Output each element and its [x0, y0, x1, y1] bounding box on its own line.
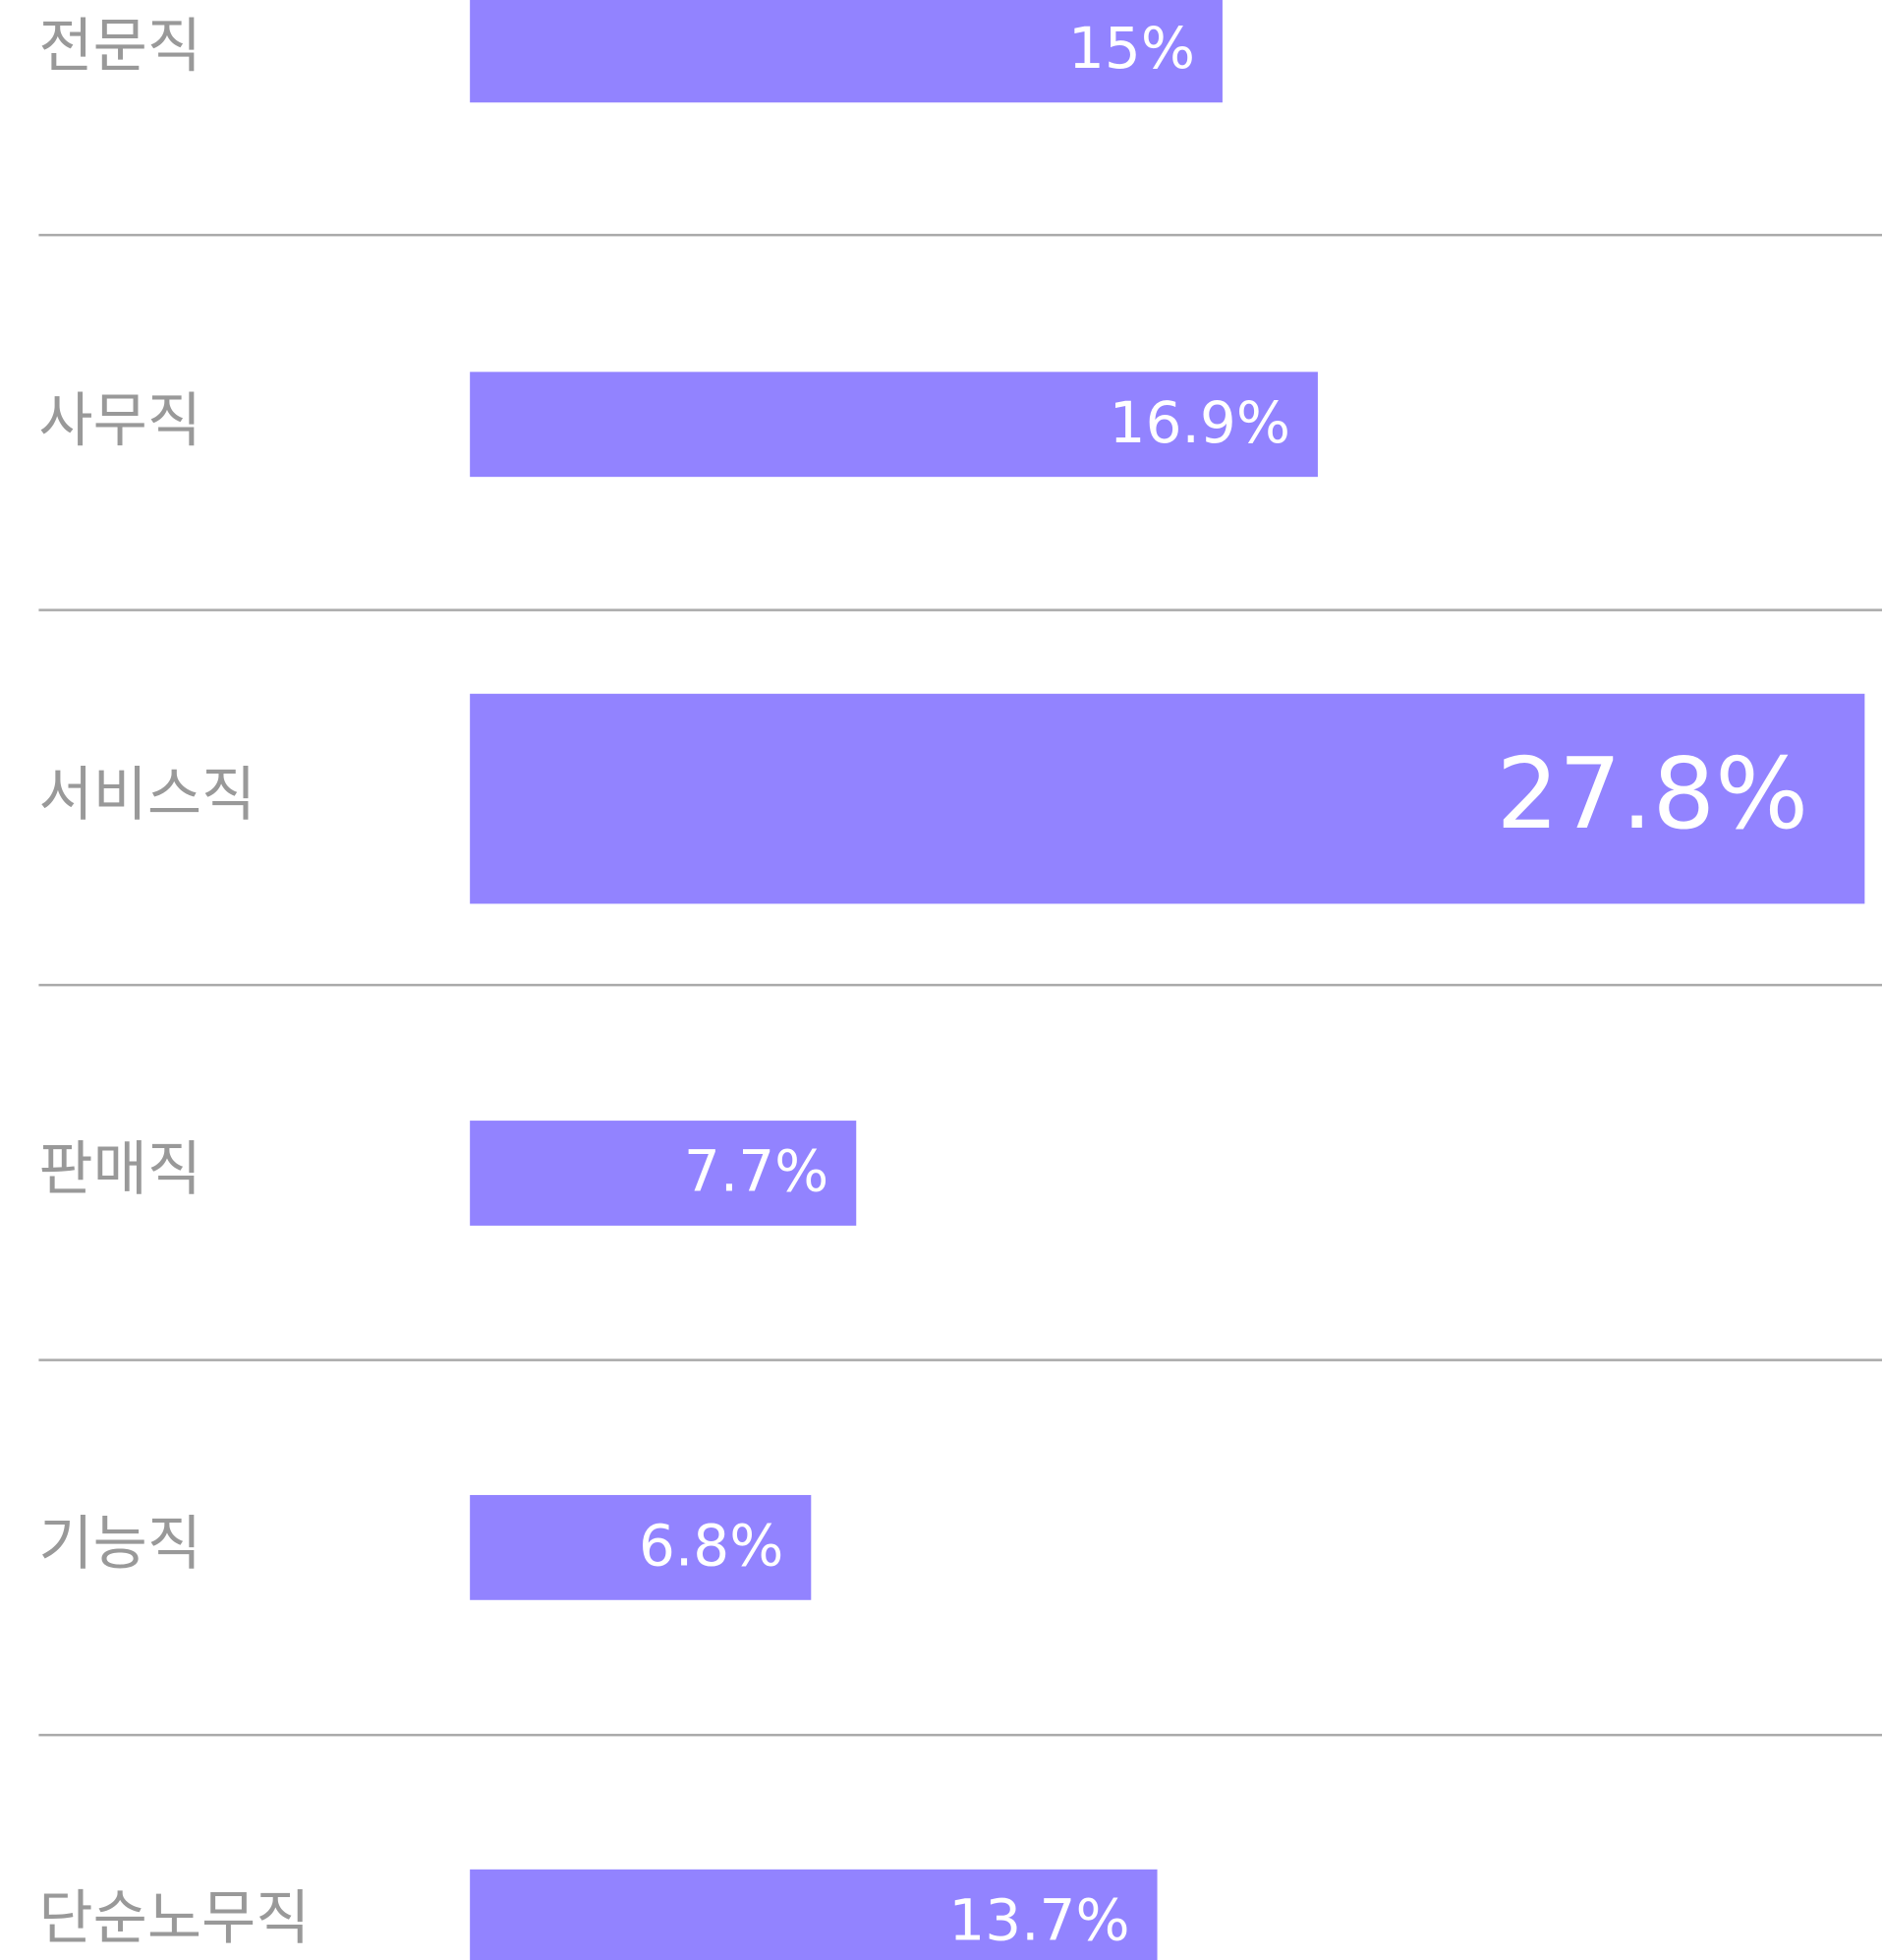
value-label: 6.8%: [639, 1512, 783, 1579]
bar: [470, 1869, 1158, 1960]
value-label: 13.7%: [948, 1886, 1129, 1953]
bar: [470, 372, 1318, 478]
category-label: 판매직: [38, 1135, 201, 1204]
category-label: 서비스직: [38, 761, 256, 830]
category-label: 사무직: [38, 386, 201, 455]
value-label: 15%: [1068, 15, 1195, 82]
value-label: 27.8%: [1496, 736, 1808, 851]
bar: [470, 1121, 857, 1226]
category-label: 전문직: [38, 12, 201, 81]
value-label: 7.7%: [684, 1138, 828, 1205]
bar: [470, 0, 1223, 103]
bar: [470, 693, 1865, 904]
value-label: 16.9%: [1110, 389, 1290, 456]
category-label: 단순노무직: [38, 1884, 310, 1953]
category-label: 기능직: [38, 1510, 201, 1579]
bar: [470, 1494, 812, 1600]
